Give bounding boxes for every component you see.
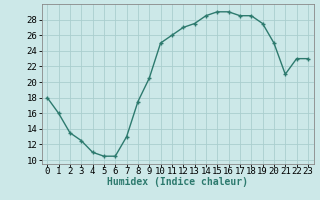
X-axis label: Humidex (Indice chaleur): Humidex (Indice chaleur) [107, 177, 248, 187]
